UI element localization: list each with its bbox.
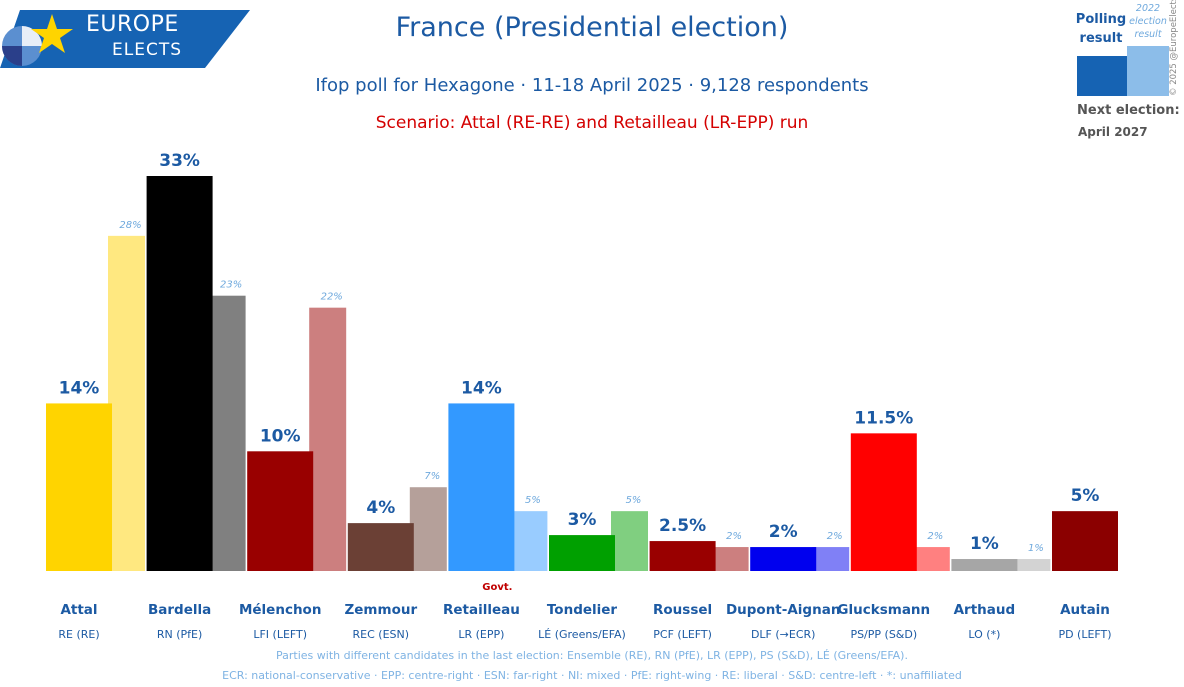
bar-poll-arthaud [951, 559, 1018, 571]
candidate-party-zemmour: REC (ESN) [353, 628, 410, 641]
bar-2022-retailleau [510, 511, 548, 571]
bar-2022-glucksmann [912, 547, 950, 571]
label-poll-autain: 5% [1071, 486, 1100, 506]
bar-poll-glucksmann [850, 433, 917, 571]
candidate-name-arthaud: Arthaud [954, 602, 1016, 618]
candidate-name-bardella: Bardella [148, 602, 211, 618]
bar-2022-dupont-aignan [812, 547, 850, 571]
candidate-party-arthaud: LO (*) [968, 628, 1000, 641]
candidate-name-autain: Autain [1060, 602, 1110, 618]
logo-text-elects: ELECTS [112, 40, 182, 60]
candidate-name-roussel: Roussel [653, 602, 712, 618]
label-poll-tondelier: 3% [568, 510, 597, 530]
label-2022-retailleau: 5% [525, 495, 541, 506]
candidate-name-dupont-aignan: Dupont-Aignan [726, 602, 841, 618]
label-2022-bardella: 23% [220, 280, 242, 291]
bar-2022-bardella [208, 295, 246, 571]
label-2022-tondelier: 5% [626, 495, 642, 506]
bar-2022-roussel [711, 547, 749, 571]
chart-subtitle: Ifop poll for Hexagone · 11-18 April 202… [315, 75, 869, 96]
bar-poll-dupont-aignan [750, 547, 817, 571]
bar-poll-roussel [649, 541, 716, 571]
bar-poll-tondelier [549, 535, 615, 571]
candidate-party-attal: RE (RE) [58, 628, 99, 641]
candidate-party-glucksmann: PS/PP (S&D) [850, 628, 917, 641]
legend-previous-label: 2022 election result [1129, 3, 1167, 40]
candidate-party-tondelier: LÉ (Greens/EFA) [538, 628, 626, 641]
candidate-name-zemmour: Zemmour [344, 602, 417, 618]
bar-2022-melenchon [309, 307, 347, 571]
candidate-party-dupont-aignan: DLF (→ECR) [751, 628, 816, 641]
label-2022-melenchon: 22% [321, 292, 343, 303]
candidate-party-roussel: PCF (LEFT) [653, 628, 712, 641]
legend-polling-swatch [1077, 56, 1127, 96]
label-poll-melenchon: 10% [260, 426, 301, 446]
bar-2022-zemmour [409, 487, 447, 571]
next-election-date: April 2027 [1078, 125, 1148, 139]
candidate-name-retailleau: Retailleau [443, 602, 520, 618]
bar-poll-bardella [146, 176, 213, 571]
label-2022-roussel: 2% [726, 531, 742, 542]
chart-title: France (Presidential election) [395, 12, 789, 43]
candidate-party-melenchon: LFI (LEFT) [253, 628, 307, 641]
label-poll-dupont-aignan: 2% [769, 522, 798, 542]
candidate-name-tondelier: Tondelier [547, 602, 618, 618]
bar-2022-attal [108, 235, 145, 571]
label-poll-glucksmann: 11.5% [854, 408, 913, 428]
candidate-name-glucksmann: Glucksmann [837, 602, 930, 618]
annotation-govt: Govt. [482, 582, 512, 593]
label-2022-dupont-aignan: 2% [827, 531, 843, 542]
label-poll-zemmour: 4% [366, 498, 395, 518]
candidate-name-attal: Attal [60, 602, 97, 618]
bar-poll-autain [1052, 511, 1118, 571]
bar-poll-zemmour [347, 523, 414, 571]
candidate-party-autain: PD (LEFT) [1058, 628, 1111, 641]
logo-text-europe: EUROPE [86, 12, 179, 37]
candidate-party-bardella: RN (PfE) [157, 628, 202, 641]
legend-previous-swatch [1127, 46, 1169, 96]
bar-2022-arthaud [1013, 559, 1051, 571]
footer-note-groups: ECR: national-conservative · EPP: centre… [222, 669, 962, 682]
label-2022-attal: 28% [119, 220, 141, 231]
candidate-party-retailleau: LR (EPP) [458, 628, 504, 641]
label-poll-roussel: 2.5% [659, 516, 706, 536]
label-2022-arthaud: 1% [1028, 543, 1044, 554]
label-poll-bardella: 33% [159, 151, 200, 171]
label-poll-attal: 14% [59, 378, 100, 398]
europe-elects-logo [0, 10, 250, 68]
scenario-note: Scenario: Attal (RE-RE) and Retailleau (… [375, 113, 809, 133]
label-poll-retailleau: 14% [461, 378, 502, 398]
next-election-label: Next election: [1077, 103, 1180, 118]
footer-note-parties: Parties with different candidates in the… [276, 649, 908, 662]
bar-2022-tondelier [611, 511, 648, 571]
label-2022-glucksmann: 2% [927, 531, 943, 542]
bar-poll-retailleau [448, 403, 515, 571]
bar-poll-attal [46, 403, 112, 571]
label-poll-arthaud: 1% [970, 534, 999, 554]
candidate-name-melenchon: Mélenchon [239, 602, 321, 618]
bar-poll-melenchon [247, 451, 314, 571]
legend-polling-label: Polling result [1075, 12, 1127, 46]
label-2022-zemmour: 7% [424, 471, 440, 482]
